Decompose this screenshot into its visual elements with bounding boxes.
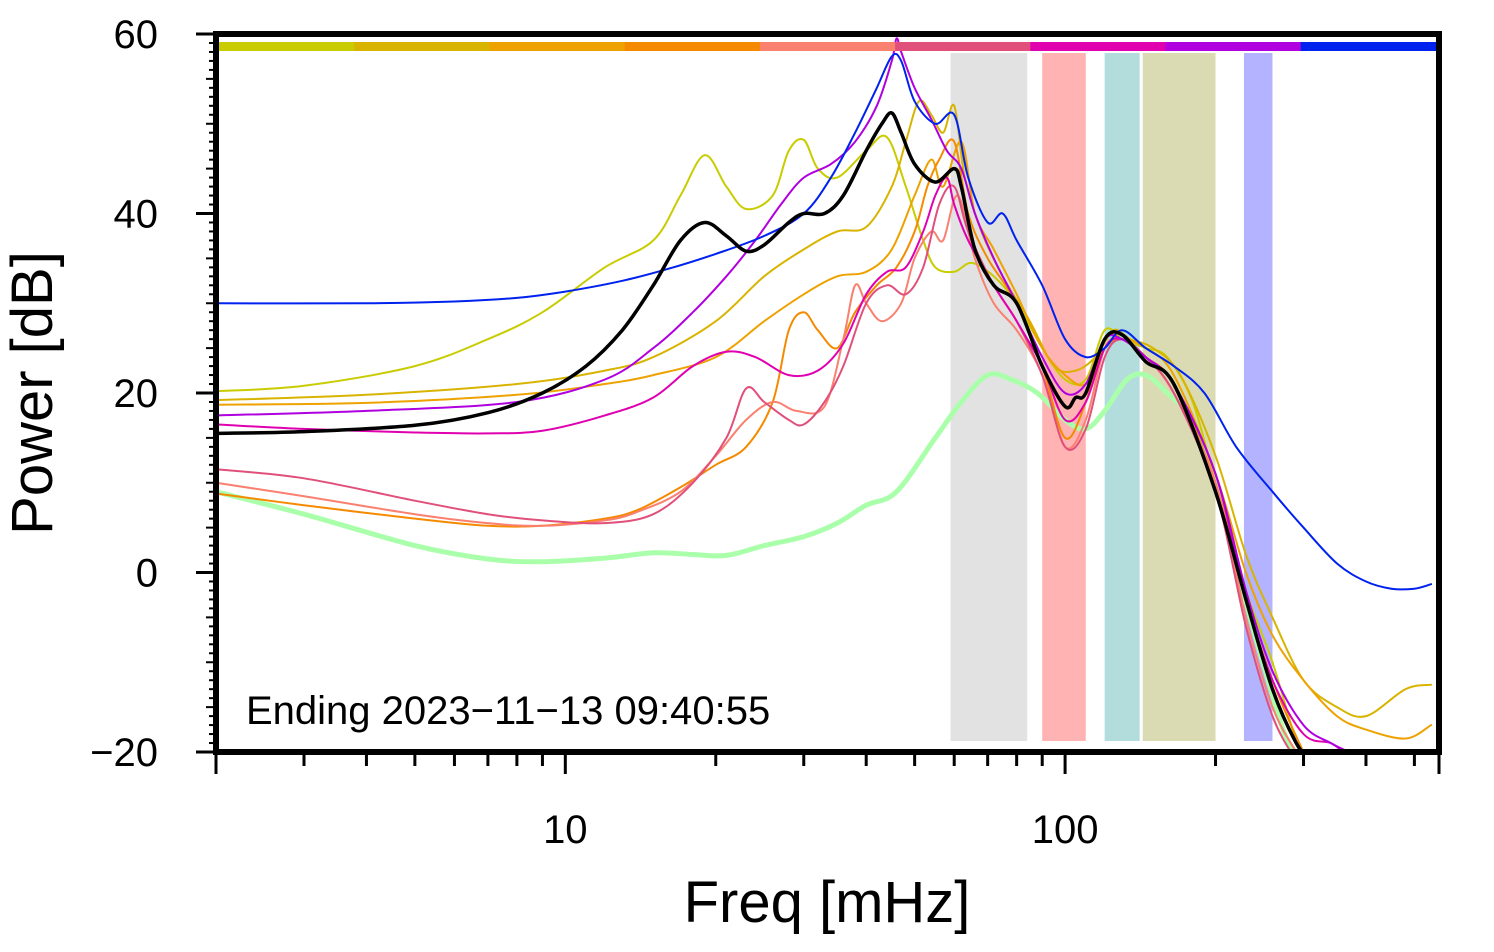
series-amber xyxy=(216,140,1433,740)
x-tick-label: 100 xyxy=(1032,808,1099,852)
x-tick-label: 10 xyxy=(543,808,588,852)
strip-segment-8 xyxy=(1165,42,1302,51)
spectrum-lines xyxy=(216,37,1433,752)
y-tick-label: 60 xyxy=(114,13,159,57)
strip-segment-6 xyxy=(895,42,1031,51)
y-tick-label: 0 xyxy=(136,552,158,596)
x-axis-title: Freq [mHz] xyxy=(684,870,971,935)
y-tick-label: 20 xyxy=(114,372,159,416)
ending-timestamp: Ending 2023−11−13 09:40:55 xyxy=(246,689,770,733)
strip-segment-7 xyxy=(1030,42,1167,51)
y-tick-label: 40 xyxy=(114,193,159,237)
strip-segment-4 xyxy=(624,42,761,51)
x-axis-ticks: 10 100 xyxy=(214,752,1441,852)
y-axis-ticks: −20 0 20 40 60 xyxy=(90,13,216,775)
strip-segment-3 xyxy=(489,42,626,51)
band-3 xyxy=(1104,53,1140,741)
color-strip xyxy=(219,42,1437,51)
strip-segment-9 xyxy=(1300,42,1437,51)
series-blue xyxy=(216,52,1433,591)
y-axis-title: Power [dB] xyxy=(0,251,65,535)
strip-segment-2 xyxy=(354,42,490,51)
series-purple xyxy=(216,37,1350,752)
y-tick-label: −20 xyxy=(90,731,158,775)
strip-segment-1 xyxy=(219,42,355,51)
strip-segment-5 xyxy=(759,42,896,51)
series-mean xyxy=(216,111,1305,752)
